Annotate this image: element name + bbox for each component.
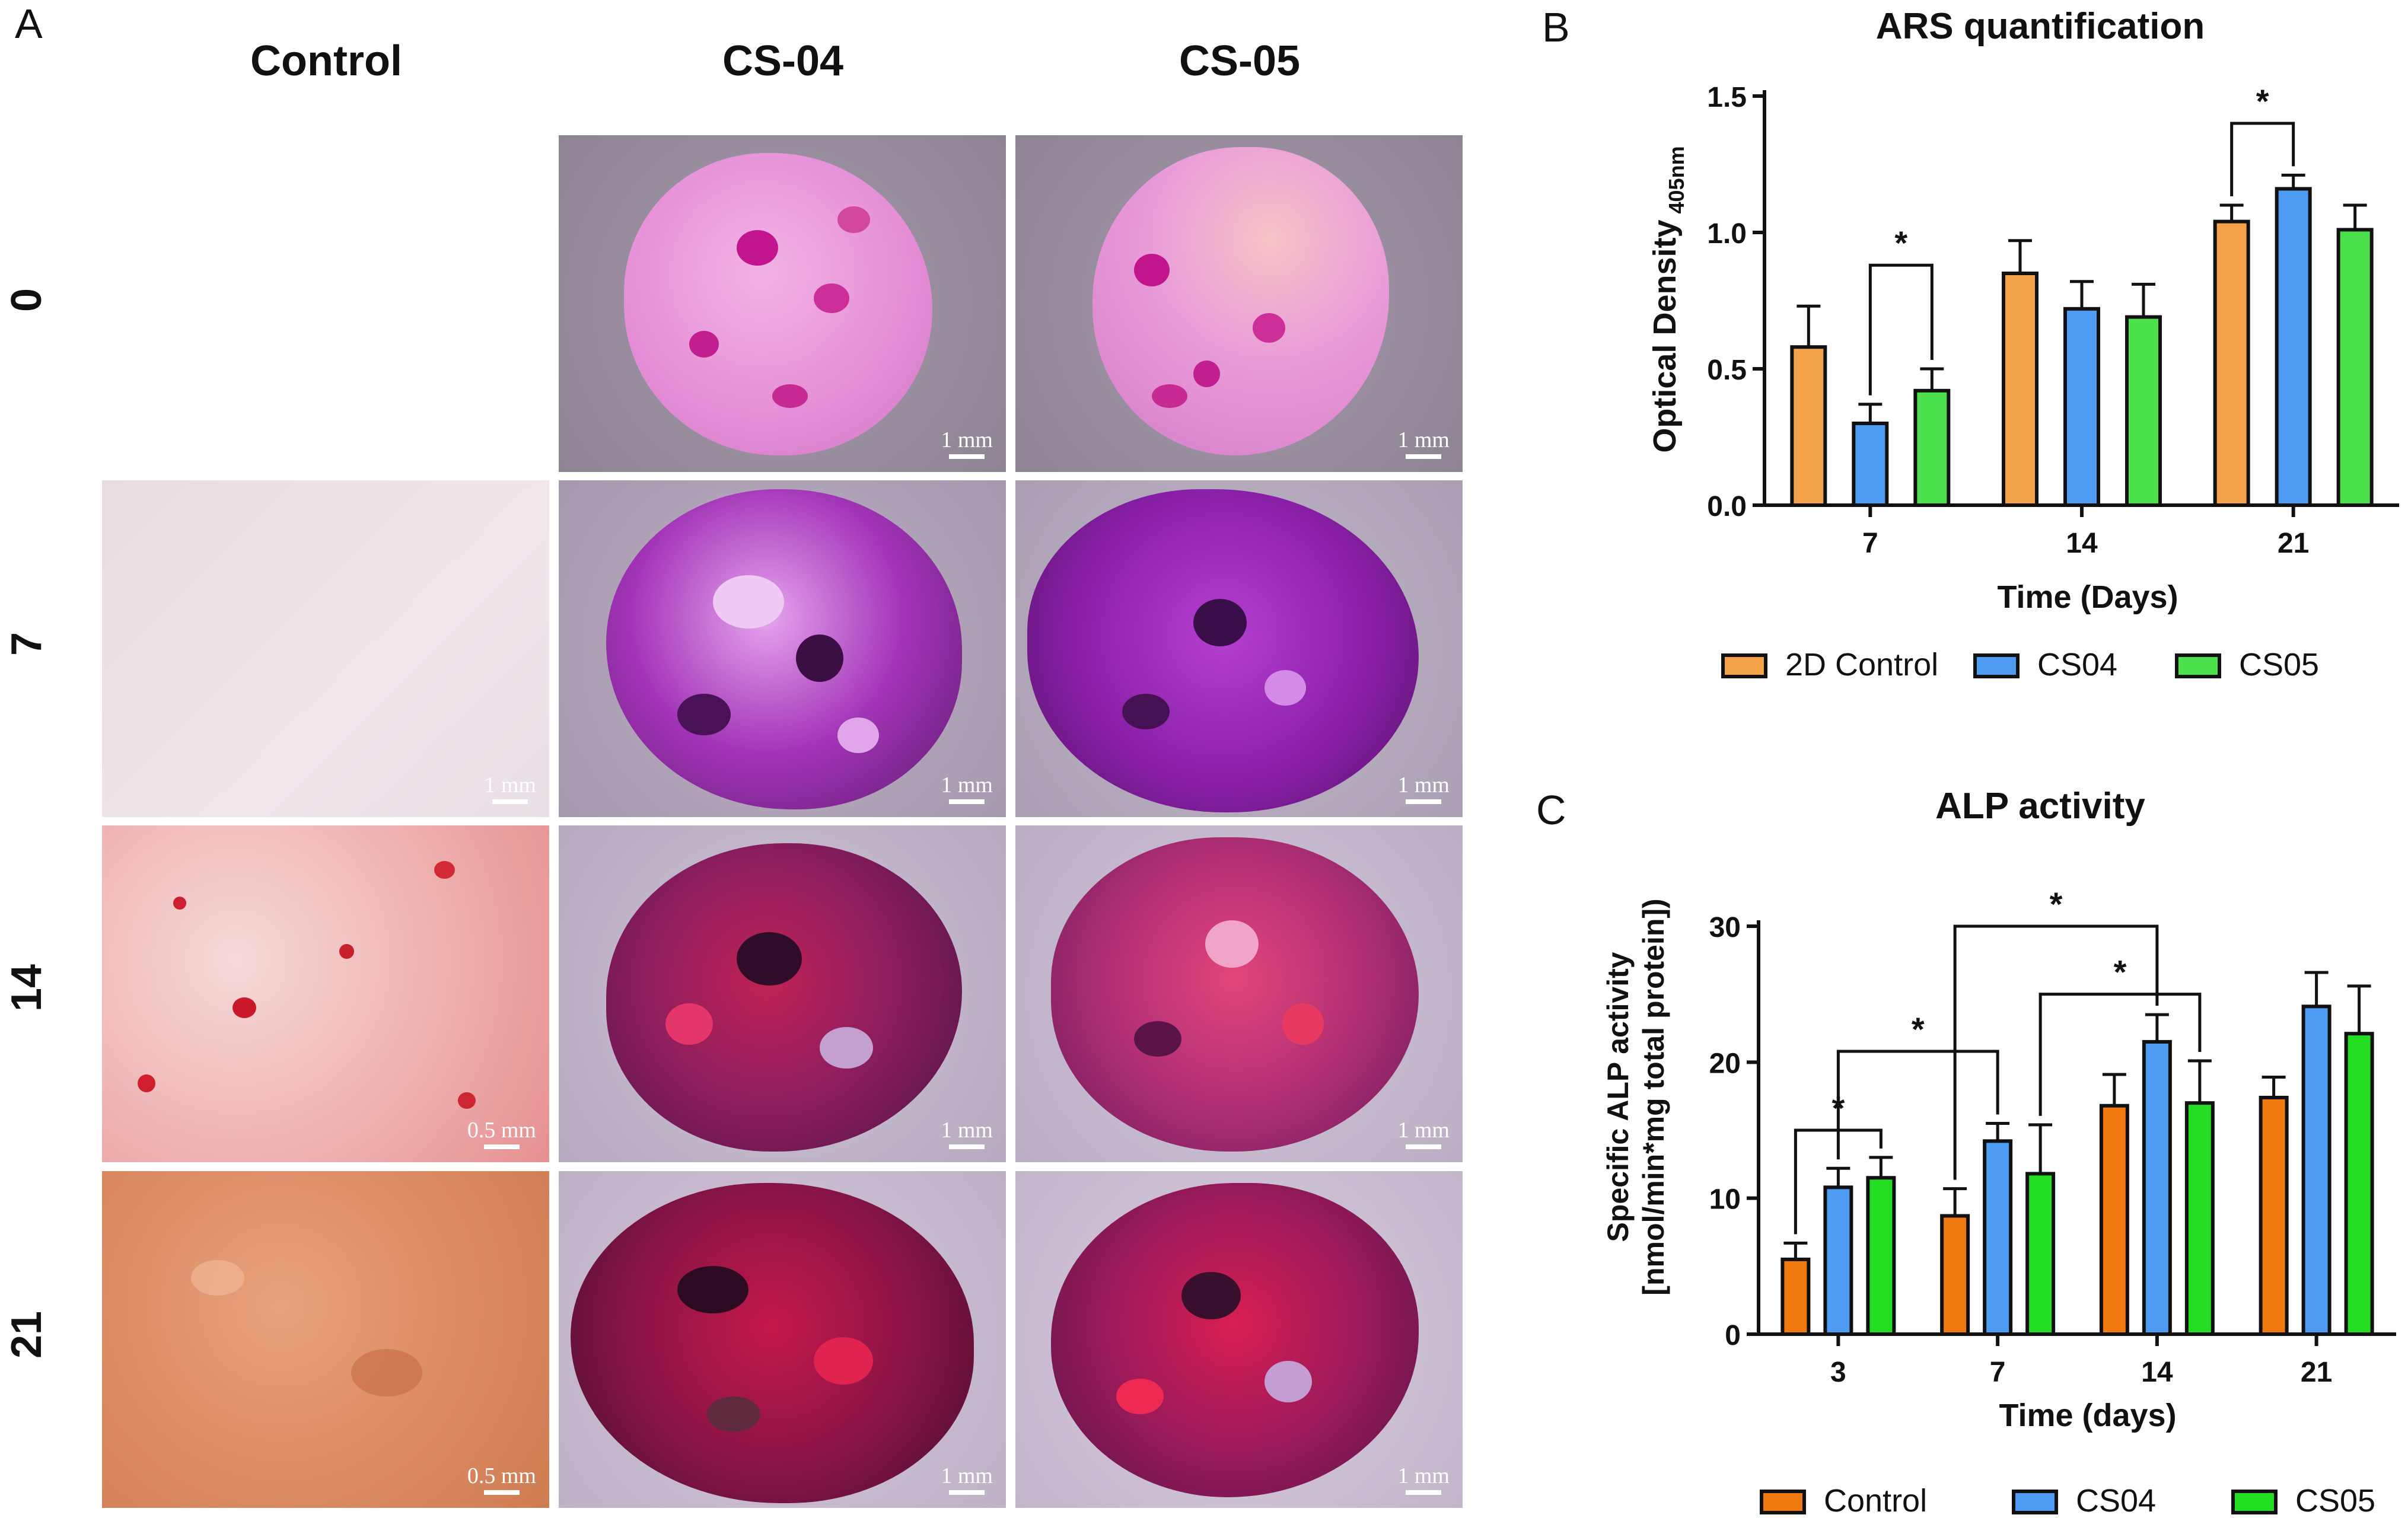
- chart-b-title: ARS quantification: [1876, 6, 2205, 47]
- column-header-cs05: CS-05: [1178, 37, 1301, 85]
- legend-swatch: [2175, 653, 2221, 678]
- chart-c-ylabel-units: [nmol/min*mg total protein]): [1637, 898, 1670, 1295]
- image-cs04-day-7: 1 mm: [559, 480, 1006, 817]
- legend-swatch: [2231, 1490, 2278, 1514]
- legend-label: Control: [1824, 1483, 1927, 1518]
- image-control-day-21: 0.5 mm: [102, 1171, 549, 1508]
- significance-marker: *: [2114, 953, 2127, 991]
- significance-bracket: [1868, 263, 1934, 396]
- significance-marker: *: [2050, 885, 2063, 923]
- bar-cs05-14: [2184, 1101, 2215, 1337]
- bar-cs05-21: [2344, 1032, 2374, 1336]
- y-tick-label: 30: [1709, 912, 1741, 943]
- y-tick-label: 10: [1709, 1184, 1741, 1216]
- bar-cs04-14: [2063, 307, 2100, 507]
- chart-b-xlabel: Time (Days): [1997, 579, 2178, 615]
- bar-control-3: [1780, 1257, 1811, 1336]
- bar-cs04-7: [1983, 1139, 2013, 1336]
- chart-b-ylabel: Optical Density405nm: [1647, 146, 1689, 452]
- bar-2d-control-21: [2213, 219, 2250, 507]
- image-cs05-day-21: 1 mm: [1015, 1171, 1463, 1508]
- legend-swatch: [1721, 653, 1767, 678]
- legend-label: CS04: [2076, 1483, 2156, 1518]
- bar-cs04-21: [2301, 1004, 2331, 1337]
- panel-a-letter: A: [15, 1, 43, 47]
- image-cs04-day-14: 1 mm: [559, 825, 1006, 1162]
- scale-bar-cs05-day-21: 1 mm: [1397, 1463, 1450, 1495]
- bar-cs05-3: [1866, 1176, 1896, 1336]
- row-header-day-7: 7: [3, 632, 50, 656]
- significance-bracket: [2038, 993, 2202, 1116]
- y-tick-label: 0: [1725, 1320, 1741, 1351]
- scale-bar-control-day-7: 1 mm: [484, 772, 536, 804]
- scale-bar-cs04-day-0: 1 mm: [941, 427, 993, 459]
- image-cs05-day-14: 1 mm: [1015, 825, 1463, 1162]
- significance-marker: *: [1894, 224, 1907, 261]
- scale-bar-cs05-day-7: 1 mm: [1397, 772, 1450, 804]
- chart-c-xlabel: Time (days): [1999, 1398, 2176, 1433]
- x-tick-label: 14: [2066, 528, 2098, 559]
- bar-control-14: [2099, 1104, 2129, 1336]
- bar-cs05-14: [2125, 315, 2162, 507]
- x-tick-label: 7: [1990, 1357, 2006, 1388]
- legend-swatch: [1760, 1490, 1806, 1514]
- y-tick-label: 0.0: [1707, 491, 1747, 522]
- panel-c-letter: C: [1536, 787, 1566, 833]
- panel-b-letter: B: [1542, 4, 1570, 50]
- scale-bar-control-day-14: 0.5 mm: [467, 1117, 536, 1149]
- bar-cs04-14: [2142, 1039, 2172, 1337]
- scale-bar-cs05-day-0: 1 mm: [1397, 427, 1450, 459]
- y-tick-label: 20: [1709, 1048, 1741, 1079]
- legend-label: CS04: [2037, 647, 2117, 683]
- significance-marker: *: [2256, 82, 2269, 120]
- bar-2d-control-14: [2002, 272, 2038, 507]
- scale-bar-control-day-21: 0.5 mm: [467, 1463, 536, 1495]
- significance-bracket: [1953, 924, 2159, 1180]
- row-header-day-21: 21: [3, 1310, 50, 1359]
- image-cs05-day-0: 1 mm: [1015, 135, 1463, 472]
- image-cs05-day-7: 1 mm: [1015, 480, 1463, 817]
- scale-bar-cs04-day-14: 1 mm: [941, 1117, 993, 1149]
- scale-bar-cs04-day-7: 1 mm: [941, 772, 993, 804]
- bar-cs04-3: [1823, 1185, 1853, 1336]
- image-cs04-day-21: 1 mm: [559, 1171, 1006, 1508]
- x-tick-label: 14: [2141, 1357, 2173, 1388]
- legend-swatch: [2012, 1490, 2058, 1514]
- row-header-day-0: 0: [3, 288, 50, 312]
- row-header-day-14: 14: [3, 964, 50, 1012]
- chart-c-ylabel: Specific ALP activity: [1601, 952, 1635, 1242]
- bar-control-7: [1940, 1214, 1970, 1336]
- bar-cs04-7: [1852, 422, 1889, 507]
- legend-swatch: [1973, 653, 2020, 678]
- x-tick-label: 21: [2301, 1357, 2332, 1388]
- y-tick-label: 1.5: [1707, 82, 1747, 113]
- bar-cs04-21: [2275, 187, 2312, 507]
- image-control-day-7: 1 mm: [102, 480, 549, 817]
- scale-bar-cs04-day-21: 1 mm: [941, 1463, 993, 1495]
- bar-2d-control-7: [1790, 345, 1827, 507]
- x-tick-label: 21: [2278, 528, 2309, 559]
- image-cs04-day-0: 1 mm: [559, 135, 1006, 472]
- bar-cs05-7: [1913, 388, 1951, 507]
- column-header-cs04: CS-04: [722, 37, 844, 85]
- bar-cs05-21: [2336, 228, 2374, 507]
- y-tick-label: 0.5: [1707, 355, 1747, 386]
- x-tick-label: 7: [1862, 528, 1878, 559]
- bar-cs05-7: [2025, 1172, 2056, 1336]
- x-tick-label: 3: [1830, 1357, 1846, 1388]
- legend-label: CS05: [2239, 647, 2319, 683]
- significance-bracket: [2230, 122, 2295, 196]
- column-header-control: Control: [250, 37, 402, 85]
- scale-bar-cs05-day-14: 1 mm: [1397, 1117, 1450, 1149]
- image-control-day-14: 0.5 mm: [102, 825, 549, 1162]
- legend-label: CS05: [2295, 1483, 2375, 1518]
- bar-control-21: [2259, 1095, 2289, 1337]
- significance-marker: *: [1912, 1010, 1925, 1048]
- y-tick-label: 1.0: [1707, 218, 1747, 250]
- chart-c-title: ALP activity: [1935, 786, 2145, 827]
- significance-bracket: [1836, 1050, 1999, 1160]
- ars-quantification-chart: B ARS quantification 0.0 0.5 1.0 1.5 7 14 21 * *…: [1542, 4, 2399, 683]
- legend-label: 2D Control: [1785, 647, 1938, 683]
